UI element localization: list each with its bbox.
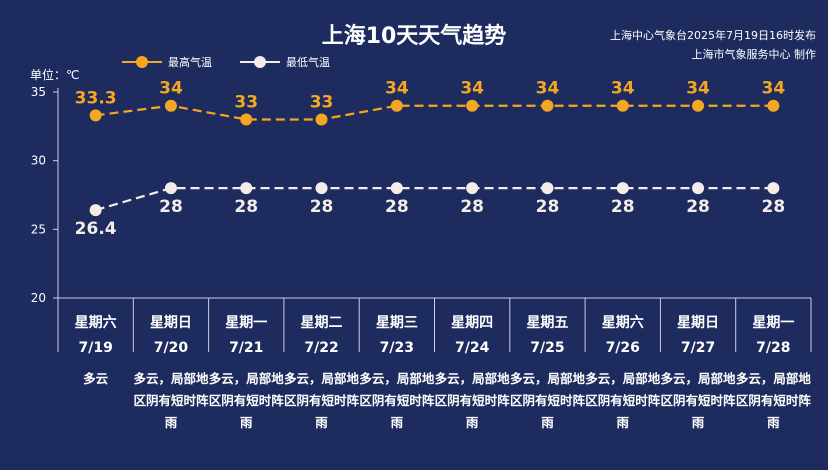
weather-description: 多云，局部地区阴有短时阵雨 [735,371,811,430]
high-temp-data-label: 34 [460,79,484,99]
day-column: 星期日 7/27 多云，局部地区阴有短时阵雨 [660,300,736,434]
publisher-info: 上海中心气象台2025年7月19日16时发布 上海市气象服务中心 制作 [610,26,816,64]
publisher-line-1: 上海中心气象台2025年7月19日16时发布 [610,29,816,42]
low-temp-data-label: 28 [460,197,484,217]
weekday-label: 星期三 [375,315,418,331]
date-tick-label: 7/19 [78,340,113,356]
day-column: 星期日 7/20 多云，局部地区阴有短时阵雨 [133,300,208,434]
high-temp-point [767,99,780,112]
low-temp-data-label: 28 [310,197,334,217]
date-tick-label: 7/25 [530,340,565,356]
low-temp-point [89,204,102,217]
weather-description: 多云，局部地区阴有短时阵雨 [208,371,284,430]
unit-label: 单位：℃ [30,68,80,82]
high-temp-point [541,99,554,112]
low-temp-data-label: 28 [762,197,786,217]
day-column: 星期六 7/26 多云，局部地区阴有短时阵雨 [585,300,660,434]
high-temp-data-label: 34 [686,79,710,99]
legend-low-label: 最低气温 [286,56,330,69]
date-tick-label: 7/28 [756,340,791,356]
high-temp-data-label: 33 [310,92,334,112]
low-temp-point [541,182,554,195]
high-temp-data-label: 33.3 [75,88,117,108]
date-tick-label: 7/27 [680,340,716,356]
high-temp-data-label: 34 [536,79,560,99]
weekday-label: 星期六 [601,315,644,331]
low-temp-data-label: 28 [234,197,258,217]
high-temp-point [616,99,629,112]
low-temp-point [390,182,403,195]
date-tick-label: 7/23 [379,340,414,356]
high-temp-point [692,99,705,112]
chart-title: 上海10天天气趋势 [321,24,507,49]
weather-description: 多云，局部地区阴有短时阵雨 [284,371,360,430]
y-tick-label: 25 [31,222,46,236]
weekday-label: 星期日 [677,315,720,331]
high-temp-line [95,104,774,121]
date-tick-label: 7/21 [229,340,264,356]
y-tick-label: 30 [31,154,46,168]
y-tick-label: 20 [31,291,46,305]
legend-low: 最低气温 [240,54,330,70]
low-temp-point [240,182,253,195]
low-temp-data-label: 28 [536,197,560,217]
date-tick-label: 7/20 [153,340,189,356]
weather-description: 多云，局部地区阴有短时阵雨 [660,371,736,430]
low-temp-data-label: 26.4 [75,219,117,239]
high-temp-point [315,113,328,126]
weekday-label: 星期一 [752,315,795,331]
high-temp-point [89,109,102,122]
high-temp-data-label: 34 [762,79,786,99]
low-temp-point [616,182,629,195]
legend-high-line-icon [122,56,162,68]
legend-high-label: 最高气温 [168,56,212,69]
low-temp-data-label: 28 [611,197,635,217]
publisher-line-2: 上海市气象服务中心 制作 [691,48,817,61]
low-temp-point [164,182,177,195]
day-column: 星期二 7/22 多云，局部地区阴有短时阵雨 [284,300,359,434]
high-temp-data-label: 34 [159,79,183,99]
low-temp-point [692,182,705,195]
low-temp-point [466,182,479,195]
day-column: 星期五 7/25 多云，局部地区阴有短时阵雨 [510,300,585,434]
weekday-label: 星期二 [300,315,343,331]
low-temp-line [95,187,774,212]
high-temp-point [164,99,177,112]
weekday-label: 星期四 [451,315,494,331]
low-temp-point [767,182,780,195]
date-tick-label: 7/22 [304,340,339,356]
high-temp-point [466,99,479,112]
weekday-label: 星期六 [74,315,117,331]
day-column: 星期六 7/19 多云 [58,300,133,390]
high-temp-point [240,113,253,126]
legend-low-line-icon [240,56,280,68]
low-temp-data-label: 28 [159,197,183,217]
weekday-label: 星期一 [225,315,268,331]
weather-description: 多云，局部地区阴有短时阵雨 [133,371,209,430]
weather-description: 多云 [83,371,109,386]
date-tick-label: 7/24 [454,340,490,356]
day-column: 星期一 7/21 多云，局部地区阴有短时阵雨 [209,300,284,434]
weather-description: 多云，局部地区阴有短时阵雨 [509,371,585,430]
low-temp-data-label: 28 [686,197,710,217]
legend-high: 最高气温 [122,54,212,70]
weekday-label: 星期五 [526,315,569,331]
weather-description: 多云，局部地区阴有短时阵雨 [359,371,435,430]
high-temp-data-label: 33 [234,92,258,112]
day-column: 星期三 7/23 多云，局部地区阴有短时阵雨 [359,300,434,434]
low-temp-data-label: 28 [385,197,409,217]
date-tick-label: 7/26 [605,340,640,356]
day-column: 星期一 7/28 多云，局部地区阴有短时阵雨 [736,300,811,434]
weekday-label: 星期日 [149,315,192,331]
weather-description: 多云，局部地区阴有短时阵雨 [585,371,661,430]
y-tick-label: 35 [31,85,46,99]
weather-description: 多云，局部地区阴有短时阵雨 [434,371,510,430]
high-temp-data-label: 34 [385,79,409,99]
high-temp-point [390,99,403,112]
day-column: 星期四 7/24 多云，局部地区阴有短时阵雨 [435,300,510,434]
high-temp-data-label: 34 [611,79,635,99]
low-temp-point [315,182,328,195]
